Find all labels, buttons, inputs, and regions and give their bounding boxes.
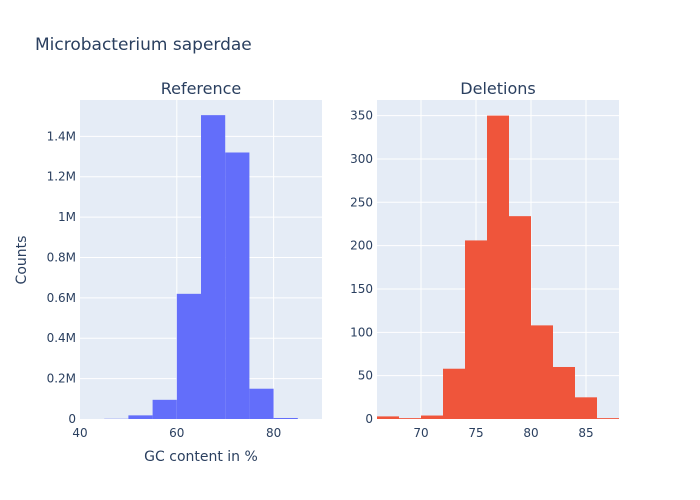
reference-y-tick-label: 1.4M (47, 129, 76, 143)
deletions-histogram-bar (465, 240, 487, 419)
reference-histogram-bar (176, 293, 201, 419)
reference-y-tick-label: 0 (68, 412, 76, 426)
deletions-subplot-title: Deletions (460, 79, 535, 98)
deletions-histogram-bar (377, 416, 399, 419)
deletions-y-tick-label: 150 (350, 282, 373, 296)
deletions-histogram-bar (553, 366, 575, 419)
deletions-y-tick-label: 0 (365, 412, 373, 426)
reference-subplot-title: Reference (161, 79, 242, 98)
deletions-y-tick-label: 350 (350, 109, 373, 123)
deletions-x-tick-label: 75 (468, 426, 483, 440)
reference-histogram-bar (225, 152, 250, 420)
deletions-panel: 0 50 100 150 200 250 300 350 70 75 80 85 Deletions (350, 79, 619, 440)
reference-y-tick-label: 1.2M (47, 170, 76, 184)
deletions-y-tick-label: 50 (358, 369, 373, 383)
x-axis-title: GC content in % (144, 449, 258, 465)
deletions-histogram-bar (575, 397, 597, 419)
reference-x-tick-label: 80 (266, 426, 281, 440)
deletions-y-tick-label: 300 (350, 152, 373, 166)
deletions-x-tick-label: 70 (413, 426, 428, 440)
deletions-x-tick-label: 80 (523, 426, 538, 440)
reference-histogram-bar (201, 115, 226, 420)
reference-histogram-bar (273, 417, 298, 419)
deletions-histogram-bar (509, 216, 531, 419)
deletions-histogram-bar (443, 368, 465, 419)
reference-y-tick-label: 0.6M (47, 291, 76, 305)
deletions-x-tick-label: 85 (578, 426, 593, 440)
reference-histogram-bar (152, 399, 177, 419)
reference-histogram-bar (128, 415, 153, 419)
deletions-histogram-bar (531, 325, 553, 419)
chart-title: Microbacterium saperdae (35, 35, 252, 55)
deletions-histogram-bar (487, 115, 509, 419)
deletions-histogram-bar (597, 418, 619, 419)
reference-x-tick-label: 60 (169, 426, 184, 440)
reference-histogram-bar (249, 388, 274, 419)
reference-y-tick-label: 0.8M (47, 250, 76, 264)
deletions-y-tick-label: 200 (350, 239, 373, 253)
reference-y-tick-label: 0.2M (47, 372, 76, 386)
reference-x-tick-label: 40 (72, 426, 87, 440)
reference-y-tick-label: 1M (58, 210, 76, 224)
deletions-y-tick-label: 100 (350, 325, 373, 339)
reference-y-tick-label: 0.4M (47, 331, 76, 345)
reference-panel: 0 0.2M 0.4M 0.6M 0.8M 1M 1.2M 1.4M 40 60 80 Referen… (47, 79, 322, 440)
y-axis-title: Counts (14, 236, 30, 285)
deletions-y-tick-label: 250 (350, 195, 373, 209)
deletions-histogram-bar (399, 418, 421, 419)
deletions-histogram-bar (421, 415, 443, 419)
